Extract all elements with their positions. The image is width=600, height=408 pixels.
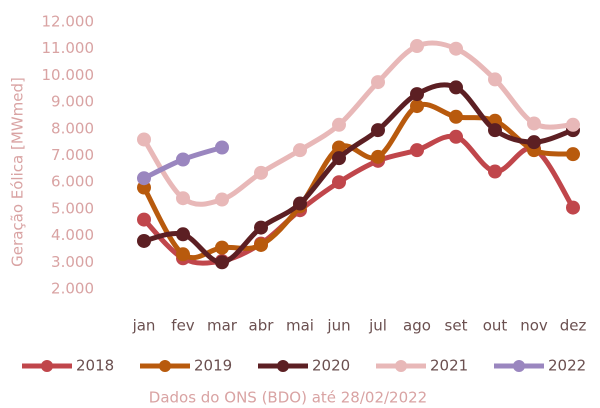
legend-label: 2021 bbox=[430, 357, 468, 375]
data-point bbox=[254, 165, 268, 180]
data-point bbox=[254, 237, 268, 252]
data-point bbox=[215, 192, 229, 207]
y-tick-label: 8.000 bbox=[51, 119, 94, 137]
data-point bbox=[293, 143, 307, 158]
y-tick-label: 5.000 bbox=[51, 199, 94, 217]
data-point bbox=[488, 164, 502, 179]
x-tick-label: jul bbox=[368, 317, 387, 335]
data-point bbox=[332, 140, 346, 155]
data-point bbox=[527, 135, 541, 150]
data-point bbox=[566, 200, 580, 215]
x-tick-label: ago bbox=[403, 317, 431, 335]
y-tick-label: 3.000 bbox=[51, 253, 94, 271]
data-point bbox=[566, 117, 580, 132]
data-point bbox=[137, 212, 151, 227]
legend-marker bbox=[159, 360, 171, 372]
legend-marker bbox=[41, 360, 53, 372]
legend-label: 2020 bbox=[312, 357, 350, 375]
y-tick-label: 9.000 bbox=[51, 93, 94, 111]
data-point bbox=[176, 152, 190, 167]
y-tick-label: 12.000 bbox=[42, 13, 95, 31]
data-point bbox=[332, 151, 346, 166]
legend-marker bbox=[277, 360, 289, 372]
data-point bbox=[215, 240, 229, 255]
data-point bbox=[410, 143, 424, 158]
data-point bbox=[449, 129, 463, 144]
x-tick-label: jan bbox=[132, 317, 156, 335]
data-point bbox=[410, 99, 424, 114]
data-point bbox=[488, 72, 502, 87]
data-point bbox=[215, 140, 229, 155]
legend-marker bbox=[395, 360, 407, 372]
y-tick-label: 11.000 bbox=[42, 39, 95, 57]
data-point bbox=[254, 220, 268, 235]
legend-marker bbox=[513, 360, 525, 372]
note: Dados do ONS (BDO) até 28/02/2022 bbox=[149, 389, 427, 407]
legend-label: 2022 bbox=[548, 357, 586, 375]
data-point bbox=[293, 196, 307, 211]
x-tick-label: fev bbox=[171, 317, 195, 335]
legend-label: 2019 bbox=[194, 357, 232, 375]
data-point bbox=[137, 171, 151, 186]
x-tick-label: nov bbox=[520, 317, 548, 335]
x-tick-label: dez bbox=[560, 317, 587, 335]
y-tick-label: 7.000 bbox=[51, 146, 94, 164]
y-tick-label: 4.000 bbox=[51, 226, 94, 244]
y-axis-label: Geração Eólica [MWmed] bbox=[9, 77, 27, 267]
x-tick-label: set bbox=[445, 317, 468, 335]
data-point bbox=[176, 247, 190, 262]
data-point bbox=[410, 39, 424, 54]
data-point bbox=[176, 191, 190, 206]
data-point bbox=[137, 233, 151, 248]
data-point bbox=[527, 116, 541, 131]
y-tick-label: 2.000 bbox=[51, 280, 94, 298]
data-point bbox=[449, 80, 463, 95]
data-point bbox=[449, 41, 463, 56]
data-point bbox=[410, 87, 424, 102]
data-point bbox=[215, 255, 229, 270]
x-tick-label: jun bbox=[326, 317, 350, 335]
data-point bbox=[488, 123, 502, 138]
series-line bbox=[143, 82, 574, 265]
data-point bbox=[137, 132, 151, 147]
data-point bbox=[332, 175, 346, 190]
y-tick-label: 10.000 bbox=[42, 66, 95, 84]
data-point bbox=[566, 147, 580, 162]
y-tick-label: 6.000 bbox=[51, 173, 94, 191]
series-line bbox=[142, 133, 576, 266]
series-line bbox=[141, 40, 574, 207]
legend-label: 2018 bbox=[76, 357, 114, 375]
x-tick-label: mai bbox=[286, 317, 314, 335]
data-point bbox=[449, 109, 463, 124]
series-line bbox=[141, 102, 574, 261]
data-point bbox=[176, 227, 190, 242]
x-tick-label: out bbox=[483, 317, 508, 335]
data-point bbox=[371, 149, 385, 164]
data-point bbox=[371, 75, 385, 90]
data-point bbox=[371, 123, 385, 138]
x-tick-label: abr bbox=[249, 317, 275, 335]
data-point bbox=[332, 117, 346, 132]
x-tick-label: mar bbox=[207, 317, 238, 335]
